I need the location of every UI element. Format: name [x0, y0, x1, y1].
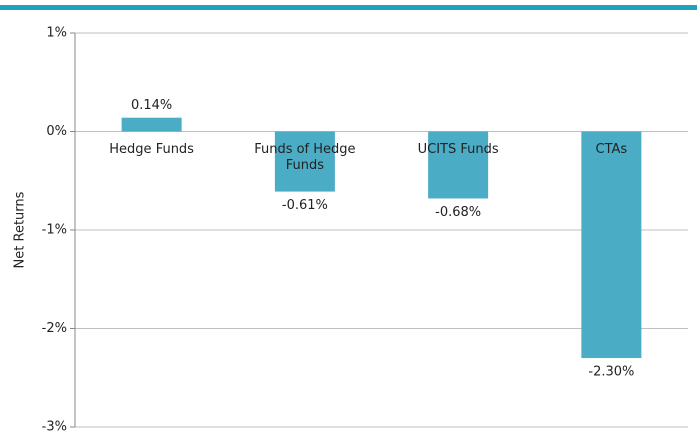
- x-tick-label: Hedge Funds: [109, 141, 194, 157]
- value-label: 0.14%: [131, 98, 172, 113]
- y-tick-label: 1%: [46, 26, 67, 41]
- value-label: -0.68%: [435, 205, 481, 220]
- bar: [274, 131, 335, 192]
- y-tick-label: -2%: [42, 321, 67, 336]
- x-tick-label-box: UCITS Funds: [417, 141, 499, 157]
- y-tick-label: -3%: [42, 420, 67, 435]
- x-tick-label: CTAs: [595, 141, 628, 157]
- x-tick-label-box: Funds of Hedge Funds: [254, 141, 356, 173]
- y-tick-label: -1%: [42, 223, 67, 238]
- bar: [428, 131, 489, 199]
- x-tick-label: UCITS Funds: [417, 141, 499, 157]
- bar: [581, 131, 642, 359]
- x-tick-label-box: Hedge Funds: [109, 141, 194, 157]
- x-tick-label: Funds of Hedge Funds: [254, 141, 356, 173]
- bar: [121, 117, 182, 132]
- value-label: -0.61%: [282, 198, 328, 213]
- value-label: -2.30%: [588, 365, 634, 380]
- y-tick-label: 0%: [46, 124, 67, 139]
- y-axis-label: Net Returns: [13, 191, 28, 268]
- top-rule: [0, 5, 697, 10]
- x-tick-label-box: CTAs: [595, 141, 628, 157]
